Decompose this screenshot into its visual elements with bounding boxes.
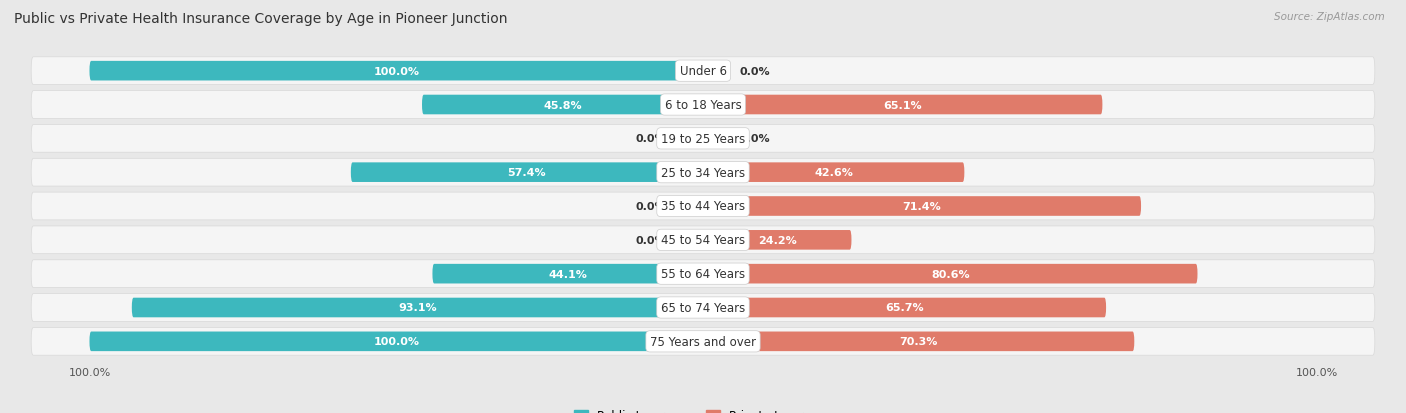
Text: 24.2%: 24.2% [758,235,797,245]
Text: 75 Years and over: 75 Years and over [650,335,756,348]
FancyBboxPatch shape [679,197,703,216]
FancyBboxPatch shape [132,298,703,318]
FancyBboxPatch shape [31,58,1375,85]
Text: 0.0%: 0.0% [740,66,770,76]
FancyBboxPatch shape [679,230,703,250]
Text: 80.6%: 80.6% [931,269,970,279]
Text: 55 to 64 Years: 55 to 64 Years [661,268,745,280]
Text: 0.0%: 0.0% [740,134,770,144]
Text: 93.1%: 93.1% [398,303,437,313]
FancyBboxPatch shape [31,192,1375,221]
Text: Public vs Private Health Insurance Coverage by Age in Pioneer Junction: Public vs Private Health Insurance Cover… [14,12,508,26]
Text: 45.8%: 45.8% [543,100,582,110]
FancyBboxPatch shape [703,95,1102,115]
FancyBboxPatch shape [90,62,703,81]
Text: 100.0%: 100.0% [373,337,419,347]
FancyBboxPatch shape [31,125,1375,153]
Text: 45 to 54 Years: 45 to 54 Years [661,234,745,247]
FancyBboxPatch shape [703,230,852,250]
Text: 65 to 74 Years: 65 to 74 Years [661,301,745,314]
Text: 65.7%: 65.7% [886,303,924,313]
Text: Source: ZipAtlas.com: Source: ZipAtlas.com [1274,12,1385,22]
Text: 6 to 18 Years: 6 to 18 Years [665,99,741,112]
FancyBboxPatch shape [679,129,703,149]
FancyBboxPatch shape [703,62,727,81]
FancyBboxPatch shape [703,264,1198,284]
FancyBboxPatch shape [31,91,1375,119]
Text: 70.3%: 70.3% [900,337,938,347]
FancyBboxPatch shape [433,264,703,284]
Text: 19 to 25 Years: 19 to 25 Years [661,133,745,145]
Text: 100.0%: 100.0% [373,66,419,76]
FancyBboxPatch shape [352,163,703,183]
Text: 35 to 44 Years: 35 to 44 Years [661,200,745,213]
Text: 44.1%: 44.1% [548,269,588,279]
Legend: Public Insurance, Private Insurance: Public Insurance, Private Insurance [569,404,837,413]
Text: 57.4%: 57.4% [508,168,546,178]
FancyBboxPatch shape [31,260,1375,288]
FancyBboxPatch shape [703,298,1107,318]
Text: 42.6%: 42.6% [814,168,853,178]
Text: 0.0%: 0.0% [636,235,666,245]
Text: Under 6: Under 6 [679,65,727,78]
FancyBboxPatch shape [31,328,1375,355]
Text: 71.4%: 71.4% [903,202,942,211]
FancyBboxPatch shape [90,332,703,351]
FancyBboxPatch shape [31,294,1375,322]
FancyBboxPatch shape [703,163,965,183]
FancyBboxPatch shape [31,159,1375,187]
FancyBboxPatch shape [703,332,1135,351]
Text: 65.1%: 65.1% [883,100,922,110]
FancyBboxPatch shape [31,226,1375,254]
Text: 0.0%: 0.0% [636,134,666,144]
FancyBboxPatch shape [703,197,1142,216]
FancyBboxPatch shape [422,95,703,115]
Text: 25 to 34 Years: 25 to 34 Years [661,166,745,179]
FancyBboxPatch shape [703,129,727,149]
Text: 0.0%: 0.0% [636,202,666,211]
